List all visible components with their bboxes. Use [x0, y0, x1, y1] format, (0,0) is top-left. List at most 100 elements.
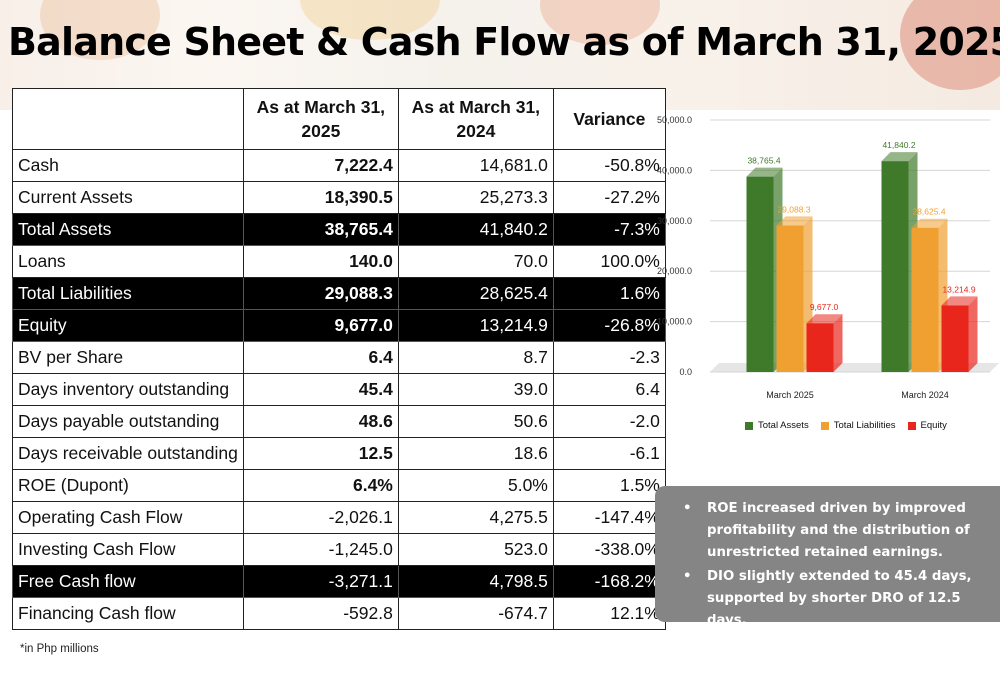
table-row: Free Cash flow -3,271.1 4,798.5 -168.2% [12, 565, 666, 598]
table-header-row: As at March 31, 2025 As at March 31, 202… [12, 88, 666, 150]
table-row: Current Assets 18,390.5 25,273.3 -27.2% [12, 181, 666, 214]
legend-swatch [820, 421, 829, 430]
variance-value: -147.4% [552, 501, 666, 534]
current-value: 38,765.4 [242, 213, 399, 246]
row-label: ROE (Dupont) [12, 469, 244, 502]
row-label: Loans [12, 245, 244, 278]
row-label: Total Liabilities [12, 277, 244, 310]
variance-value: -27.2% [552, 181, 666, 214]
row-label: BV per Share [12, 341, 244, 374]
commentary-item: • DIO slightly extended to 45.4 days, sup… [679, 566, 990, 632]
prior-value: 523.0 [397, 533, 554, 566]
y-tick-label: 30,000.0 [657, 216, 692, 226]
page-title: Balance Sheet & Cash Flow as of March 31… [8, 20, 1000, 64]
data-label: 9,677.0 [810, 302, 839, 312]
table-row: Total Liabilities 29,088.3 28,625.4 1.6% [12, 277, 666, 310]
bar-chart-svg: 0.0 10,000.0 20,000.0 30,000.0 40,000.0 50,00… [657, 115, 999, 400]
data-label: 38,765.4 [747, 156, 780, 166]
y-tick-label: 40,000.0 [657, 165, 692, 175]
table-row: Cash 7,222.4 14,681.0 -50.8% [12, 149, 666, 182]
variance-value: -338.0% [552, 533, 666, 566]
variance-value: -2.0 [552, 405, 666, 438]
row-label: Investing Cash Flow [12, 533, 244, 566]
current-value: 7,222.4 [242, 149, 399, 182]
prior-value: 4,798.5 [397, 565, 554, 598]
current-value: 6.4 [242, 341, 399, 374]
variance-value: 6.4 [552, 373, 666, 406]
data-label: 13,214.9 [942, 284, 975, 294]
bar-top [911, 218, 948, 228]
row-label: Total Assets [12, 213, 244, 246]
y-tick-label: 10,000.0 [657, 317, 692, 327]
variance-value: 1.5% [552, 469, 666, 502]
legend-swatch [907, 421, 916, 430]
table-row: Investing Cash Flow -1,245.0 523.0 -338.0% [12, 533, 666, 566]
commentary-item: • ROE increased driven by improved profit… [679, 498, 990, 564]
legend-item: Total Assets [745, 420, 809, 431]
table-row: Total Assets 38,765.4 41,840.2 -7.3% [12, 213, 666, 246]
variance-value: 1.6% [552, 277, 666, 310]
prior-value: 5.0% [397, 469, 554, 502]
table-row: ROE (Dupont) 6.4% 5.0% 1.5% [12, 469, 666, 502]
table-row: BV per Share 6.4 8.7 -2.3 [12, 341, 666, 374]
variance-value: -26.8% [552, 309, 666, 342]
variance-value: -50.8% [552, 149, 666, 182]
table-header-label [12, 88, 244, 150]
bullet-icon: • [683, 501, 692, 516]
row-label: Days receivable outstanding [12, 437, 244, 470]
prior-value: 14,681.0 [397, 149, 554, 182]
data-label: 28,625.4 [912, 207, 945, 217]
prior-value: 50.6 [397, 405, 554, 438]
bar [911, 227, 939, 372]
commentary-box: • ROE increased driven by improved profit… [655, 486, 1000, 628]
bullet-icon: • [683, 569, 692, 584]
prior-value: 70.0 [397, 245, 554, 278]
bar-chart: 0.0 10,000.0 20,000.0 30,000.0 40,000.0 50,00… [655, 100, 1000, 450]
variance-value: -168.2% [552, 565, 666, 598]
bar-top [881, 152, 918, 162]
current-value: 18,390.5 [242, 181, 399, 214]
prior-value: 8.7 [397, 341, 554, 374]
footnote: *in Php millions [20, 643, 99, 655]
current-value: 12.5 [242, 437, 399, 470]
table-row: Days receivable outstanding 12.5 18.6 -6.1 [12, 437, 666, 470]
table-row: Loans 140.0 70.0 100.0% [12, 245, 666, 278]
row-label: Operating Cash Flow [12, 501, 244, 534]
commentary-text: ROE increased driven by improved profita… [707, 501, 970, 560]
variance-value: -2.3 [552, 341, 666, 374]
current-value: -2,026.1 [242, 501, 399, 534]
current-value: -1,245.0 [242, 533, 399, 566]
prior-value: 39.0 [397, 373, 554, 406]
bar-top [941, 296, 978, 306]
row-label: Days inventory outstanding [12, 373, 244, 406]
variance-value: -6.1 [552, 437, 666, 470]
current-value: 45.4 [242, 373, 399, 406]
bar-top [776, 216, 813, 226]
prior-value: 4,275.5 [397, 501, 554, 534]
table-header-current: As at March 31, 2025 [242, 88, 399, 150]
table-row: Financing Cash flow -592.8 -674.7 12.1% [12, 597, 666, 630]
y-tick-label: 0.0 [679, 367, 692, 377]
data-label: 29,088.3 [777, 204, 810, 214]
bar-top [746, 167, 783, 177]
row-label: Current Assets [12, 181, 244, 214]
bar [776, 225, 804, 372]
legend-label: Total Assets [758, 420, 809, 431]
table-row: Operating Cash Flow -2,026.1 4,275.5 -147.4… [12, 501, 666, 534]
current-value: 9,677.0 [242, 309, 399, 342]
bar [806, 323, 834, 372]
prior-value: 18.6 [397, 437, 554, 470]
legend-item: Equity [907, 420, 947, 431]
commentary-text: DIO slightly extended to 45.4 days, supp… [707, 569, 972, 628]
bar [881, 161, 909, 372]
row-label: Free Cash flow [12, 565, 244, 598]
current-value: -3,271.1 [242, 565, 399, 598]
table-header-variance: Variance [552, 88, 666, 150]
row-label: Equity [12, 309, 244, 342]
current-value: -592.8 [242, 597, 399, 630]
variance-value: 100.0% [552, 245, 666, 278]
x-tick-label: March 2025 [766, 390, 814, 400]
bar [941, 305, 969, 372]
legend-swatch [745, 421, 753, 430]
current-value: 6.4% [242, 469, 399, 502]
